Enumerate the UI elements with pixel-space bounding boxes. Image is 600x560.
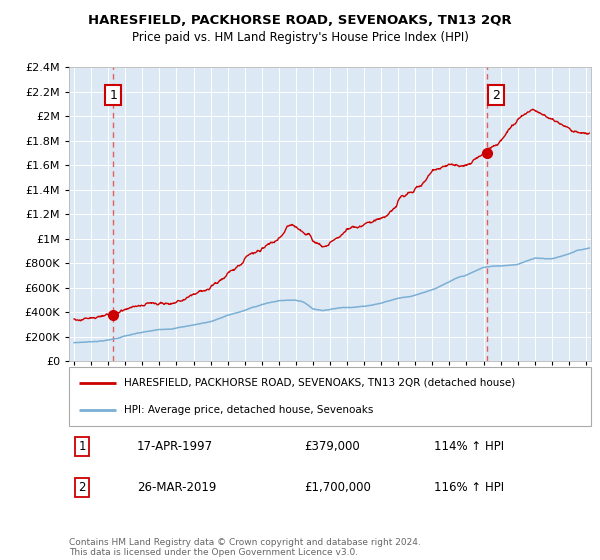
Text: 116% ↑ HPI: 116% ↑ HPI [434,481,505,494]
Text: 26-MAR-2019: 26-MAR-2019 [137,481,216,494]
Text: £1,700,000: £1,700,000 [304,481,371,494]
Text: HPI: Average price, detached house, Sevenoaks: HPI: Average price, detached house, Seve… [124,405,373,415]
Text: Price paid vs. HM Land Registry's House Price Index (HPI): Price paid vs. HM Land Registry's House … [131,31,469,44]
Text: 2: 2 [78,481,86,494]
Text: 1: 1 [109,88,117,101]
FancyBboxPatch shape [69,367,591,426]
Text: HARESFIELD, PACKHORSE ROAD, SEVENOAKS, TN13 2QR: HARESFIELD, PACKHORSE ROAD, SEVENOAKS, T… [88,14,512,27]
Text: 2: 2 [492,88,500,101]
Text: Contains HM Land Registry data © Crown copyright and database right 2024.
This d: Contains HM Land Registry data © Crown c… [69,538,421,557]
Text: 17-APR-1997: 17-APR-1997 [137,440,213,453]
Text: £379,000: £379,000 [304,440,359,453]
Text: 1: 1 [78,440,86,453]
Text: 114% ↑ HPI: 114% ↑ HPI [434,440,505,453]
Text: HARESFIELD, PACKHORSE ROAD, SEVENOAKS, TN13 2QR (detached house): HARESFIELD, PACKHORSE ROAD, SEVENOAKS, T… [124,377,515,388]
